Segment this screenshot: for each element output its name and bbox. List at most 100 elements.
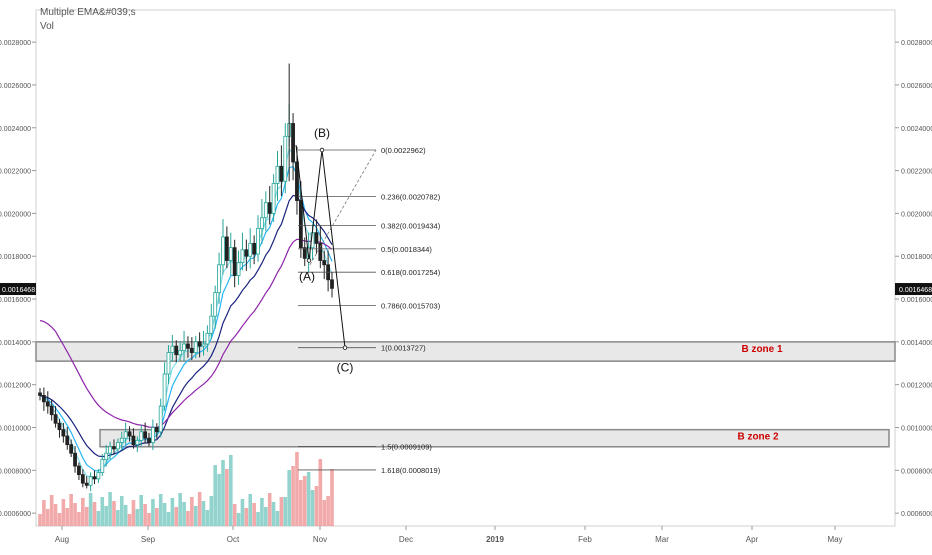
- fib-label[interactable]: 0.618(0.0017254): [381, 268, 441, 277]
- candle-body[interactable]: [232, 247, 237, 276]
- candle-body[interactable]: [45, 401, 50, 407]
- y-tick-label-right[interactable]: 0.0008000: [901, 468, 932, 475]
- candle-body[interactable]: [260, 217, 264, 229]
- fib-label[interactable]: 0.5(0.0018344): [381, 245, 432, 254]
- x-tick-label[interactable]: Nov: [313, 535, 327, 544]
- candle-body[interactable]: [182, 343, 186, 351]
- candle-body[interactable]: [263, 202, 268, 219]
- candle-body[interactable]: [291, 123, 295, 163]
- y-tick-label-left[interactable]: 0.0016000: [0, 297, 31, 304]
- fib-label[interactable]: 0.786(0.0015703): [381, 301, 441, 310]
- candle-body[interactable]: [92, 476, 97, 480]
- candle-body[interactable]: [279, 165, 284, 182]
- candle-body[interactable]: [197, 341, 202, 347]
- price-axes[interactable]: 0.0006000 0.0006000 0.0008000 0.0008000 0.00…: [0, 40, 932, 518]
- candle-body[interactable]: [73, 452, 77, 467]
- candle-body[interactable]: [240, 249, 245, 264]
- wave-label-b[interactable]: (B): [314, 126, 330, 140]
- candle-body[interactable]: [236, 262, 241, 276]
- candle-body[interactable]: [170, 345, 175, 353]
- fib-label[interactable]: 1.5(0.0009109): [381, 443, 432, 452]
- candle-body[interactable]: [41, 394, 46, 403]
- candle-body[interactable]: [143, 431, 148, 439]
- y-tick-label-left[interactable]: 0.0026000: [0, 83, 31, 90]
- zone-label[interactable]: B zone 2: [737, 432, 779, 443]
- x-tick-label[interactable]: Mar: [655, 535, 669, 544]
- indicator-title[interactable]: Multiple EMA&#039;s: [40, 7, 136, 18]
- x-tick-label[interactable]: Sep: [141, 535, 156, 544]
- candle-body[interactable]: [178, 350, 183, 356]
- y-tick-label-right[interactable]: 0.0026000: [901, 83, 932, 90]
- fib-label[interactable]: 0.236(0.0020782): [381, 193, 441, 202]
- y-tick-label-right[interactable]: 0.0006000: [901, 511, 932, 518]
- candle-body[interactable]: [228, 247, 233, 261]
- candle-body[interactable]: [100, 459, 105, 473]
- y-tick-label-right[interactable]: 0.0018000: [901, 254, 932, 261]
- candle-body[interactable]: [80, 474, 85, 484]
- candle-body[interactable]: [252, 242, 257, 255]
- candle-body[interactable]: [205, 332, 210, 345]
- x-tick-label[interactable]: Feb: [578, 535, 592, 544]
- candle-body[interactable]: [131, 435, 136, 446]
- fib-label[interactable]: 1(0.0013727): [381, 344, 426, 353]
- candle-body[interactable]: [104, 452, 109, 461]
- candle-body[interactable]: [298, 200, 303, 249]
- y-tick-label-left[interactable]: 0.0014000: [0, 340, 31, 347]
- candle-body[interactable]: [166, 352, 171, 375]
- candle-body[interactable]: [77, 465, 81, 476]
- y-tick-label-left[interactable]: 0.0020000: [0, 211, 31, 218]
- wave-label-c[interactable]: (C): [337, 361, 354, 375]
- candle-body[interactable]: [322, 260, 327, 266]
- y-tick-label-right[interactable]: 0.0012000: [901, 383, 932, 390]
- y-tick-label-right[interactable]: 0.0020000: [901, 211, 932, 218]
- fib-label[interactable]: 0(0.0022962): [381, 146, 426, 155]
- candle-body[interactable]: [158, 405, 163, 433]
- candle-body[interactable]: [256, 227, 260, 255]
- candle-body[interactable]: [314, 232, 319, 244]
- y-tick-label-left[interactable]: 0.0006000: [0, 511, 31, 518]
- candle-body[interactable]: [123, 431, 128, 439]
- x-tick-label[interactable]: Oct: [227, 535, 240, 544]
- y-tick-label-left[interactable]: 0.0018000: [0, 254, 31, 261]
- candle-body[interactable]: [112, 446, 116, 450]
- x-tick-label[interactable]: Dec: [399, 535, 413, 544]
- candle-body[interactable]: [267, 202, 272, 214]
- candle-body[interactable]: [244, 249, 249, 257]
- candle-body[interactable]: [119, 437, 124, 443]
- candle-body[interactable]: [57, 422, 62, 431]
- x-tick-label[interactable]: Apr: [746, 535, 759, 544]
- y-tick-label-left[interactable]: 0.0010000: [0, 426, 31, 433]
- candle-body[interactable]: [115, 442, 120, 450]
- candle-body[interactable]: [186, 343, 190, 349]
- candle-body[interactable]: [147, 437, 151, 443]
- candle-body[interactable]: [224, 236, 229, 261]
- candle-body[interactable]: [154, 427, 159, 433]
- candle-body[interactable]: [209, 315, 214, 334]
- candle-body[interactable]: [151, 427, 155, 443]
- candle-body[interactable]: [330, 279, 334, 289]
- candle-body[interactable]: [248, 242, 253, 257]
- y-tick-label-right[interactable]: 0.0010000: [901, 426, 932, 433]
- y-tick-label-left[interactable]: 0.0028000: [0, 40, 31, 47]
- current-price-label-right[interactable]: 0.0016468: [899, 287, 932, 294]
- time-axis[interactable]: Aug Sep Oct Nov Dec 2019 Feb Mar Apr May: [55, 526, 843, 544]
- candle-body[interactable]: [174, 345, 179, 356]
- fib-label[interactable]: 0.382(0.0019434): [381, 222, 441, 231]
- y-tick-label-left[interactable]: 0.0022000: [0, 169, 31, 176]
- candle-body[interactable]: [49, 405, 54, 416]
- y-tick-label-right[interactable]: 0.0016000: [901, 297, 932, 304]
- candle-body[interactable]: [217, 264, 221, 294]
- candle-body[interactable]: [302, 247, 307, 259]
- candle-body[interactable]: [127, 431, 132, 437]
- candle-body[interactable]: [201, 343, 206, 347]
- y-tick-label-right[interactable]: 0.0028000: [901, 40, 932, 47]
- candle-body[interactable]: [96, 472, 101, 480]
- y-tick-label-right[interactable]: 0.0024000: [901, 126, 932, 133]
- candle-body[interactable]: [61, 429, 66, 437]
- fib-label[interactable]: 1.618(0.0008019): [381, 466, 441, 475]
- y-tick-label-right[interactable]: 0.0022000: [901, 169, 932, 176]
- x-tick-label[interactable]: Aug: [55, 535, 69, 544]
- wave-label-a[interactable]: (A): [299, 270, 315, 284]
- candle-body[interactable]: [53, 414, 58, 424]
